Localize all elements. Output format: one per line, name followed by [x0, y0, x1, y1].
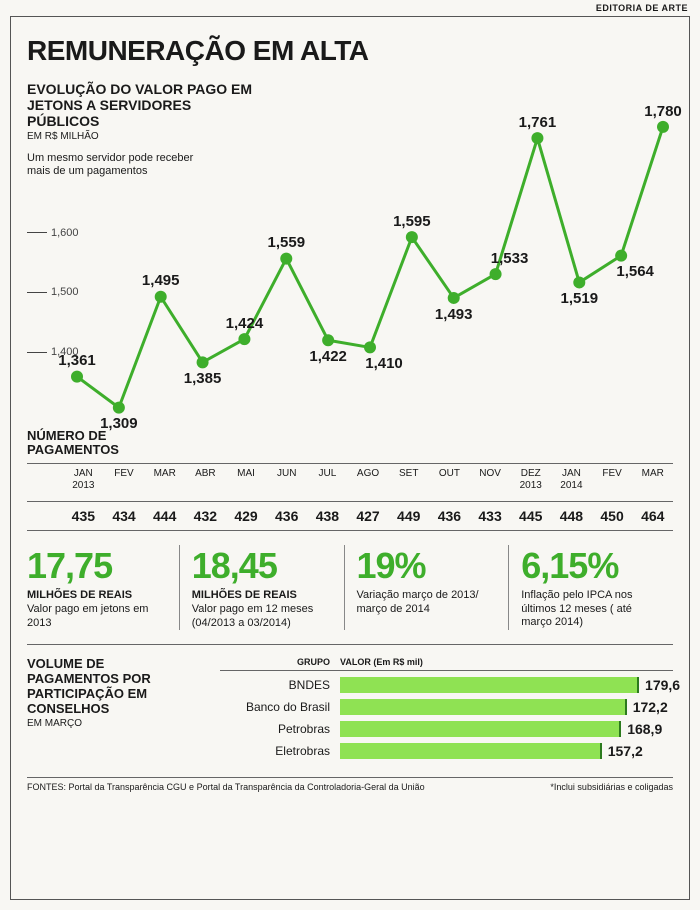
stat-label: MILHÕES DE REAIS — [27, 589, 167, 601]
chart-data-label: 1,385 — [184, 370, 222, 387]
month-cell: FEV — [104, 468, 145, 491]
month-cell: ABR — [185, 468, 226, 491]
chart-data-label: 1,595 — [393, 213, 431, 230]
line-chart: 1,4001,5001,6001,3611,3091,4951,3851,424… — [27, 93, 673, 423]
bar-name: Banco do Brasil — [220, 700, 340, 714]
month-cell: MAR — [144, 468, 185, 491]
bar-fill — [340, 743, 602, 759]
payment-cell: 449 — [388, 508, 429, 524]
stat-big-number: 18,45 — [192, 545, 332, 587]
month-cell: NOV — [470, 468, 511, 491]
stat-big-number: 19% — [357, 545, 497, 587]
stat-block: 18,45 MILHÕES DE REAIS Valor pago em 12 me… — [179, 545, 344, 629]
footer: FONTES: Portal da Transparência CGU e Po… — [27, 777, 673, 792]
bar-fill — [340, 699, 627, 715]
bar-name: BNDES — [220, 678, 340, 692]
month-cell: SET — [388, 468, 429, 491]
stat-big-number: 6,15% — [521, 545, 661, 587]
chart-data-label: 1,424 — [226, 315, 264, 332]
payment-cell: 450 — [592, 508, 633, 524]
month-cell: DEZ2013 — [510, 468, 551, 491]
payment-cell: 427 — [348, 508, 389, 524]
chart-data-label: 1,495 — [142, 272, 180, 289]
volume-header: GRUPO VALOR (Em R$ mil) — [220, 657, 673, 671]
chart-data-label: 1,761 — [519, 114, 557, 131]
month-cell: OUT — [429, 468, 470, 491]
payment-cell: 438 — [307, 508, 348, 524]
stat-desc: Valor pago em 12 meses (04/2013 a 03/201… — [192, 603, 332, 629]
volume-title: VOLUME DEPAGAMENTOS PORPARTICIPAÇÃO EMCO… — [27, 657, 202, 717]
credit-label: EDITORIA DE ARTE — [596, 3, 688, 13]
month-cell: JAN2013 — [63, 468, 104, 491]
payment-cell: 435 — [63, 508, 104, 524]
bar-row: BNDES179,6 — [220, 677, 673, 693]
chart-data-label: 1,559 — [268, 234, 306, 251]
bar-value: 157,2 — [608, 743, 643, 759]
volume-header-value: VALOR (Em R$ mil) — [340, 657, 673, 667]
page-title: REMUNERAÇÃO EM ALTA — [27, 35, 673, 67]
stat-desc: Valor pago em jetons em 2013 — [27, 603, 167, 629]
payment-cell: 464 — [632, 508, 673, 524]
bar-name: Eletrobras — [220, 744, 340, 758]
stat-block: 17,75 MILHÕES DE REAIS Valor pago em jeton… — [27, 545, 179, 629]
stat-big-number: 17,75 — [27, 545, 167, 587]
month-cell: FEV — [592, 468, 633, 491]
payment-cell: 436 — [266, 508, 307, 524]
payments-title: NÚMERO DE PAGAMENTOS — [27, 429, 673, 458]
chart-data-label: 1,493 — [435, 306, 473, 323]
bar-row: Banco do Brasil 172,2 — [220, 699, 673, 715]
month-cell: MAR — [632, 468, 673, 491]
y-tick: 1,600 — [27, 227, 79, 239]
bar-row: Petrobras 168,9 — [220, 721, 673, 737]
payment-cell: 432 — [185, 508, 226, 524]
volume-header-group: GRUPO — [220, 657, 340, 667]
month-cell: AGO — [348, 468, 389, 491]
stat-block: 19%Variação março de 2013/ março de 2014 — [344, 545, 509, 629]
payment-cell: 448 — [551, 508, 592, 524]
bar-value: 168,9 — [627, 721, 662, 737]
chart-data-label: 1,410 — [365, 355, 403, 372]
divider — [27, 644, 673, 645]
month-cell: JAN2014 — [551, 468, 592, 491]
bar-row: Eletrobras 157,2 — [220, 743, 673, 759]
month-cell: JUL — [307, 468, 348, 491]
chart-data-label: 1,422 — [309, 348, 347, 365]
month-cell: JUN — [266, 468, 307, 491]
bar-value: 172,2 — [633, 699, 668, 715]
volume-unit: EM MARÇO — [27, 718, 202, 729]
footer-note: *Inclui subsidiárias e coligadas — [550, 782, 673, 792]
months-row: JAN2013FEVMARABRMAIJUNJULAGOSETOUTNOVDEZ… — [27, 463, 673, 495]
payment-cell: 445 — [510, 508, 551, 524]
month-cell: MAI — [226, 468, 267, 491]
chart-data-label: 1,533 — [491, 250, 529, 267]
stat-desc: Variação março de 2013/ março de 2014 — [357, 589, 497, 615]
bar-fill — [340, 677, 639, 693]
y-tick: 1,500 — [27, 286, 79, 298]
bar-fill — [340, 721, 621, 737]
bar-value: 179,6 — [645, 677, 680, 693]
stat-block: 6,15%Inflação pelo IPCA nos últimos 12 m… — [508, 545, 673, 629]
chart-data-label: 1,564 — [616, 263, 654, 280]
chart-data-label: 1,780 — [644, 103, 682, 120]
stat-desc: Inflação pelo IPCA nos últimos 12 meses … — [521, 589, 661, 629]
bar-name: Petrobras — [220, 722, 340, 736]
payment-cell: 433 — [470, 508, 511, 524]
volume-section: VOLUME DEPAGAMENTOS PORPARTICIPAÇÃO EMCO… — [27, 657, 673, 765]
chart-data-label: 1,309 — [100, 415, 138, 432]
payments-row: 4354344444324294364384274494364334454484… — [27, 501, 673, 531]
payment-cell: 444 — [144, 508, 185, 524]
main-frame: REMUNERAÇÃO EM ALTA EVOLUÇÃO DO VALOR PA… — [10, 16, 690, 900]
chart-data-label: 1,519 — [561, 290, 599, 307]
payment-cell: 434 — [104, 508, 145, 524]
footer-source: FONTES: Portal da Transparência CGU e Po… — [27, 782, 425, 792]
payment-cell: 436 — [429, 508, 470, 524]
payment-cell: 429 — [226, 508, 267, 524]
chart-data-label: 1,361 — [58, 352, 96, 369]
stats-row: 17,75 MILHÕES DE REAIS Valor pago em jeton… — [27, 545, 673, 629]
stat-label: MILHÕES DE REAIS — [192, 589, 332, 601]
